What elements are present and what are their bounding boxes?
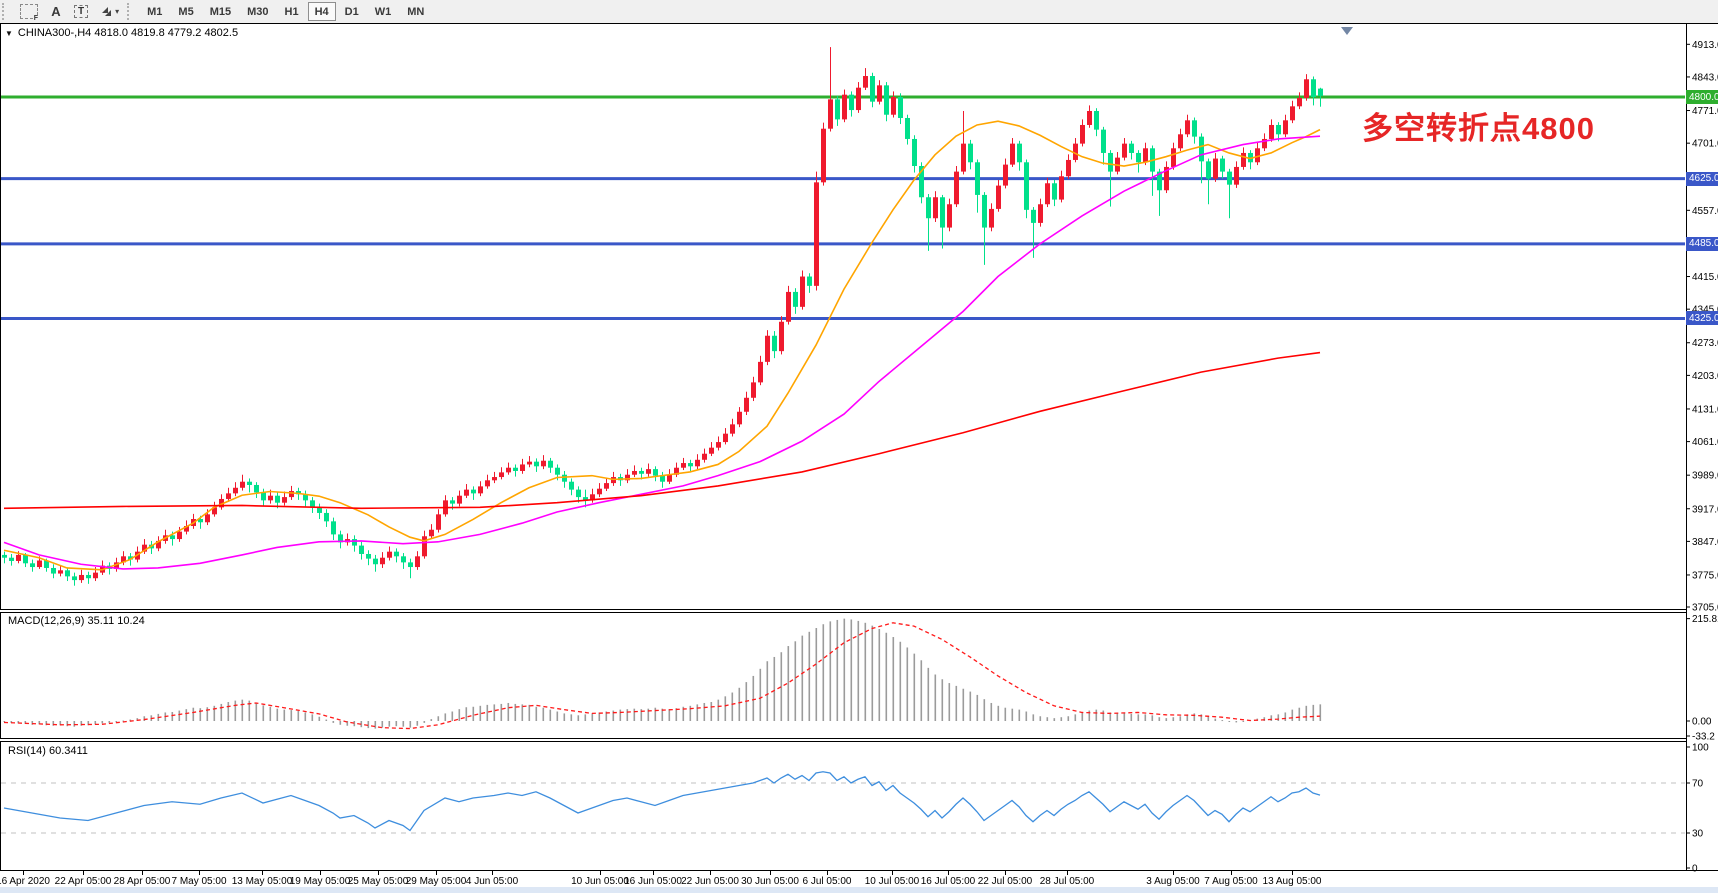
time-axis-label[interactable]: 16 Jun 05:00 xyxy=(624,876,682,887)
timeframe-button-W1[interactable]: W1 xyxy=(374,5,392,18)
toolbar-grip[interactable] xyxy=(127,3,136,20)
chevron-down-icon[interactable]: ▼ xyxy=(5,28,13,38)
axis-tick-label: 215.81 xyxy=(1692,614,1718,625)
window-bottom-strip xyxy=(0,887,1718,893)
axis-tick-label: 4701.0 xyxy=(1692,139,1718,150)
symbol-ohlc-text: CHINA300-,H4 4818.0 4819.8 4779.2 4802.5 xyxy=(17,27,239,39)
arrows-dropdown-button[interactable]: ▾ xyxy=(95,2,124,21)
rsi-indicator-label: RSI(14) 60.3411 xyxy=(8,745,88,757)
timeframe-button-MN[interactable]: MN xyxy=(407,5,425,18)
axis-tick-label: -33.2 xyxy=(1692,732,1715,743)
time-axis-label[interactable]: 22 Jul 05:00 xyxy=(977,876,1033,887)
axis-tick-label: 4131.0 xyxy=(1692,404,1718,415)
time-axis-label[interactable]: 19 May 05:00 xyxy=(289,876,351,887)
time-axis-label[interactable]: 13 Aug 05:00 xyxy=(1262,876,1322,887)
axis-tick-label: 3917.0 xyxy=(1692,504,1718,515)
toolbar-grip[interactable] xyxy=(2,3,11,20)
price-level-badge: 4800.0 xyxy=(1686,90,1718,104)
axis-tick-label: 4913.0 xyxy=(1692,40,1718,51)
axis-tick-label: 4843.0 xyxy=(1692,72,1718,83)
axis-tick-label: 0.00 xyxy=(1692,717,1712,728)
label-tool-button[interactable]: T xyxy=(69,2,93,21)
time-axis-label[interactable]: 28 Jul 05:00 xyxy=(1039,876,1095,887)
dashed-square-icon: F xyxy=(20,4,38,22)
time-axis-label[interactable]: 4 Jun 05:00 xyxy=(465,876,519,887)
timeframe-button-D1[interactable]: D1 xyxy=(344,5,359,18)
timeframe-button-H1[interactable]: H1 xyxy=(284,5,299,18)
chart-mode-button[interactable]: F xyxy=(15,2,43,22)
axis-tick-label: 4061.0 xyxy=(1692,437,1718,448)
axis-tick-label: 3775.0 xyxy=(1692,570,1718,581)
timeframe-button-M30[interactable]: M30 xyxy=(247,5,269,18)
diagonal-arrows-icon xyxy=(102,7,112,16)
timeframe-bar: M1 M5 M15 M30 H1 H4 D1 W1 MN xyxy=(139,2,432,21)
price-level-badge: 4325.0 xyxy=(1686,311,1718,326)
time-axis-label[interactable]: 7 Aug 05:00 xyxy=(1204,876,1258,887)
axis-tick-label: 4771.0 xyxy=(1692,106,1718,117)
time-axis-label[interactable]: 13 May 05:00 xyxy=(231,876,293,887)
axis-tick-label: 4203.0 xyxy=(1692,371,1718,382)
timeframe-button-M5[interactable]: M5 xyxy=(178,5,194,18)
time-axis-label[interactable]: 6 Jul 05:00 xyxy=(802,876,852,887)
axis-tick-label: 0 xyxy=(1692,864,1698,875)
time-axis-label[interactable]: 10 Jul 05:00 xyxy=(864,876,920,887)
time-axis-label[interactable]: 28 Apr 05:00 xyxy=(113,876,171,887)
timeframe-button-M1[interactable]: M1 xyxy=(147,5,163,18)
time-axis-label[interactable]: 30 Jun 05:00 xyxy=(741,876,799,887)
axis-tick-label: 100 xyxy=(1692,743,1709,754)
ma-slow-line xyxy=(3,351,1321,510)
price-level-badge: 4485.0 xyxy=(1686,236,1718,251)
toolbar: F A T ▾ M1 M5 M15 M30 H1 H4 D1 W1 MN xyxy=(0,0,1718,23)
time-axis-label[interactable]: 3 Aug 05:00 xyxy=(1146,876,1200,887)
axis-tick-label: 70 xyxy=(1692,779,1704,790)
axis-tick-label: 4345.0 xyxy=(1692,305,1718,316)
chart-shift-marker-icon[interactable] xyxy=(1341,27,1353,35)
axis-tick-label: 4273.0 xyxy=(1692,338,1718,349)
axis-tick-label: 30 xyxy=(1692,829,1704,840)
time-axis-label[interactable]: 16 Jul 05:00 xyxy=(920,876,976,887)
price-level-badge: 4625.0 xyxy=(1686,171,1718,186)
candles-layer xyxy=(2,47,1323,586)
ma-fast-line xyxy=(3,120,1321,571)
timeframe-button-H4[interactable]: H4 xyxy=(307,2,336,21)
dropdown-caret-icon: ▾ xyxy=(115,7,120,16)
time-axis-label[interactable]: 16 Apr 2020 xyxy=(0,876,50,887)
ma-mid-line xyxy=(3,135,1321,570)
label-tool-icon: T xyxy=(74,5,89,18)
axis-tick-label: 3989.0 xyxy=(1692,471,1718,482)
timeframe-button-M15[interactable]: M15 xyxy=(209,5,232,18)
axis-tick-label: 3847.0 xyxy=(1692,537,1718,548)
time-axis-label[interactable]: 25 May 05:00 xyxy=(347,876,409,887)
time-axis-label[interactable]: 29 May 05:00 xyxy=(405,876,467,887)
macd-histogram xyxy=(3,618,1322,729)
time-axis-label[interactable]: 7 May 05:00 xyxy=(171,876,227,887)
time-axis-label[interactable]: 10 Jun 05:00 xyxy=(571,876,629,887)
macd-signal-line xyxy=(3,622,1321,730)
text-annotation[interactable]: 多空转折点4800 xyxy=(1362,111,1595,146)
text-tool-button[interactable]: A xyxy=(51,4,61,19)
axis-tick-label: 4557.0 xyxy=(1692,206,1718,217)
time-axis-label[interactable]: 22 Apr 05:00 xyxy=(54,876,112,887)
macd-indicator-label: MACD(12,26,9) 35.11 10.24 xyxy=(8,615,145,627)
rsi-line xyxy=(3,771,1321,832)
axis-tick-label: 4415.0 xyxy=(1692,272,1718,283)
axis-tick-label: 3705.0 xyxy=(1692,603,1718,614)
time-axis-label[interactable]: 22 Jun 05:00 xyxy=(681,876,739,887)
symbol-ohlc-line[interactable]: ▼ CHINA300-,H4 4818.0 4819.8 4779.2 4802… xyxy=(5,27,238,39)
